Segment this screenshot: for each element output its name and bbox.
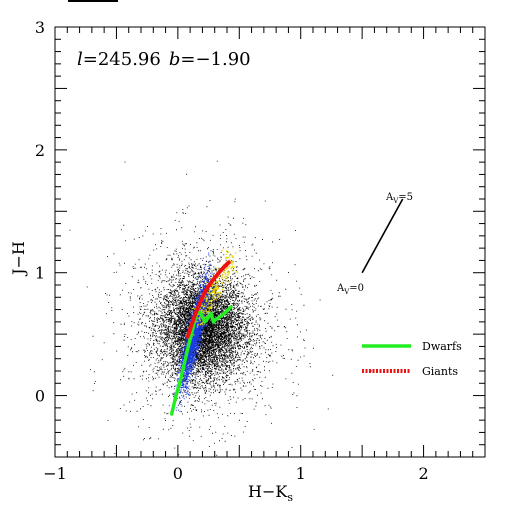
x-tick-label: −1 (43, 464, 67, 483)
x-tick-label: 2 (418, 464, 428, 483)
field-star-cloud (69, 160, 372, 456)
y-tick-label: 0 (35, 387, 45, 406)
x-axis-title: H−Ks (248, 482, 293, 504)
y-tick-label: 2 (35, 141, 45, 160)
reddening-vector-start-label: AV=0 (336, 283, 364, 296)
giant-branch-cloud (187, 249, 237, 336)
x-tick-label: 1 (296, 464, 306, 483)
reddening-vector-line (361, 198, 404, 274)
field-star-points (69, 160, 372, 456)
y-tick-label: 1 (35, 264, 45, 283)
giant-branch-points (187, 249, 237, 336)
reddening-vector-end-label: AV=5 (385, 192, 413, 205)
legend-giants-label: Giants (422, 365, 458, 378)
series-layer (169, 259, 233, 416)
legend: Dwarfs Giants (362, 340, 462, 378)
legend-dwarfs-label: Dwarfs (422, 340, 462, 353)
series-line-dwarfs (169, 305, 233, 416)
plot-frame (54, 26, 486, 458)
y-tick-label: 3 (35, 18, 45, 37)
reddening-vector: AV=0 AV=5 (336, 192, 413, 296)
y-axis-title: J−H (9, 241, 28, 277)
tick-layer: −1 0 1 2 0 1 2 3 (35, 18, 486, 483)
x-tick-label: 0 (173, 464, 183, 483)
coordinate-annotation: l=245.96 b=−1.90 (77, 49, 251, 70)
series-line-giants (185, 259, 232, 339)
